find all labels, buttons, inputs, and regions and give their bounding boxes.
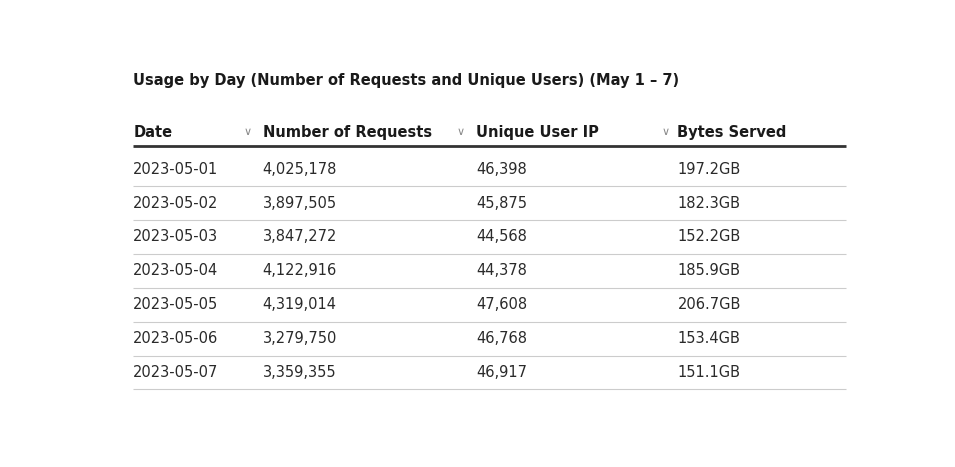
- Text: 46,398: 46,398: [476, 162, 526, 177]
- Text: 182.3GB: 182.3GB: [677, 196, 740, 211]
- Text: 46,768: 46,768: [476, 331, 527, 346]
- Text: 46,917: 46,917: [476, 365, 527, 380]
- Text: 2023-05-06: 2023-05-06: [134, 331, 219, 346]
- Text: 197.2GB: 197.2GB: [677, 162, 741, 177]
- Text: 4,025,178: 4,025,178: [263, 162, 337, 177]
- Text: 206.7GB: 206.7GB: [677, 297, 741, 312]
- Text: 3,847,272: 3,847,272: [263, 229, 337, 245]
- Text: 44,568: 44,568: [476, 229, 527, 245]
- Text: 47,608: 47,608: [476, 297, 527, 312]
- Text: 45,875: 45,875: [476, 196, 527, 211]
- Text: 2023-05-05: 2023-05-05: [134, 297, 219, 312]
- Text: 2023-05-03: 2023-05-03: [134, 229, 219, 245]
- Text: Unique User IP: Unique User IP: [476, 125, 599, 140]
- Text: 3,359,355: 3,359,355: [263, 365, 336, 380]
- Text: 151.1GB: 151.1GB: [677, 365, 740, 380]
- Text: 2023-05-07: 2023-05-07: [134, 365, 219, 380]
- Text: 4,122,916: 4,122,916: [263, 263, 337, 278]
- Text: ∨: ∨: [662, 127, 670, 137]
- Text: 185.9GB: 185.9GB: [677, 263, 740, 278]
- Text: 152.2GB: 152.2GB: [677, 229, 741, 245]
- Text: Number of Requests: Number of Requests: [263, 125, 432, 140]
- Text: Bytes Served: Bytes Served: [677, 125, 787, 140]
- Text: 2023-05-04: 2023-05-04: [134, 263, 219, 278]
- Text: 4,319,014: 4,319,014: [263, 297, 337, 312]
- Text: 3,279,750: 3,279,750: [263, 331, 337, 346]
- Text: Usage by Day (Number of Requests and Unique Users) (May 1 – 7): Usage by Day (Number of Requests and Uni…: [134, 73, 679, 88]
- Text: 153.4GB: 153.4GB: [677, 331, 740, 346]
- Text: Date: Date: [134, 125, 173, 140]
- Text: 3,897,505: 3,897,505: [263, 196, 337, 211]
- Text: 2023-05-02: 2023-05-02: [134, 196, 219, 211]
- Text: 44,378: 44,378: [476, 263, 527, 278]
- Text: ∨: ∨: [244, 127, 251, 137]
- Text: 2023-05-01: 2023-05-01: [134, 162, 219, 177]
- Text: ∨: ∨: [456, 127, 465, 137]
